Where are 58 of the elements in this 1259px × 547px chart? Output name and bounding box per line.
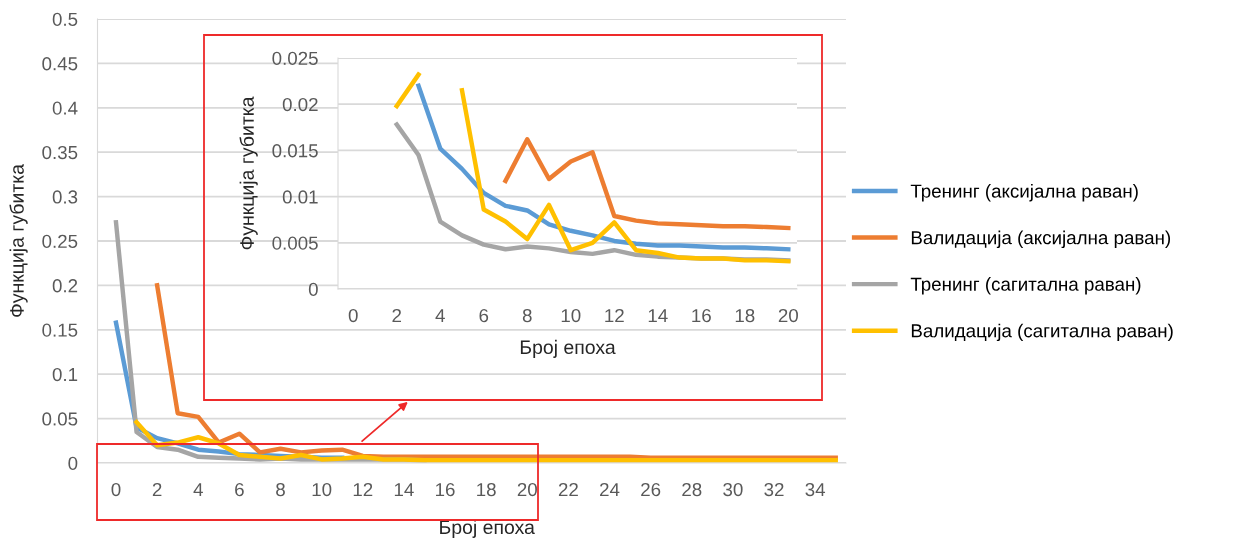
y-tick-label: 0.01 xyxy=(282,190,318,204)
x-tick-label: 0 xyxy=(348,308,358,323)
y-tick-label: 0.45 xyxy=(42,57,78,71)
x-tick-label: 16 xyxy=(436,482,455,497)
line-series xyxy=(134,419,838,463)
x-tick-label: 10 xyxy=(312,482,332,497)
x-tick-label: 18 xyxy=(735,308,755,323)
x-tick-label: 4 xyxy=(435,309,445,323)
y-tick-label: 0 xyxy=(68,456,78,470)
legend-label: Тренинг (сагитална раван) xyxy=(910,277,1141,295)
legend-label: Тренинг (аксијална раван) xyxy=(910,184,1138,202)
x-tick-label: 10 xyxy=(561,308,581,323)
x-axis-title: Број епоха xyxy=(440,519,535,538)
y-tick-label: 0.025 xyxy=(272,51,318,65)
x-tick-label: 14 xyxy=(648,309,668,323)
x-tick-label: 6 xyxy=(235,482,244,497)
x-tick-label: 8 xyxy=(522,308,532,323)
x-tick-label: 30 xyxy=(723,482,743,497)
x-tick-label: 18 xyxy=(477,482,496,497)
y-tick-label: 0.15 xyxy=(42,323,78,337)
y-tick-label: 0.005 xyxy=(272,236,318,250)
x-tick-label: 20 xyxy=(517,482,537,497)
x-tick-label: 16 xyxy=(692,308,711,323)
y-tick-label: 0.05 xyxy=(42,412,78,426)
x-tick-label: 32 xyxy=(764,482,784,497)
x-tick-label: 2 xyxy=(392,308,402,323)
x-tick-label: 6 xyxy=(479,308,489,323)
x-tick-label: 14 xyxy=(394,483,414,497)
y-tick-label: 0.015 xyxy=(272,144,318,158)
x-tick-label: 2 xyxy=(152,482,162,497)
y-axis-title: Функција губитка xyxy=(239,96,258,250)
y-tick-label: 0.02 xyxy=(282,97,318,112)
line-series xyxy=(416,83,791,252)
x-tick-label: 4 xyxy=(193,483,203,497)
x-tick-label: 24 xyxy=(600,482,620,497)
y-tick-label: 0.35 xyxy=(42,145,78,160)
y-tick-label: 0.5 xyxy=(52,12,78,26)
x-tick-label: 12 xyxy=(353,482,373,497)
line-series xyxy=(154,283,838,460)
legend-label: Валидација (аксијална раван) xyxy=(911,230,1171,249)
x-tick-label: 34 xyxy=(805,482,826,497)
legend-label: Валидација (сагитална раван) xyxy=(911,323,1173,342)
x-tick-label: 0 xyxy=(111,482,121,497)
x-tick-label: 20 xyxy=(778,308,798,323)
y-axis-title: Функција губитка xyxy=(9,164,28,317)
x-tick-label: 22 xyxy=(558,482,578,497)
y-tick-label: 0 xyxy=(308,282,318,296)
y-tick-label: 0.2 xyxy=(52,279,78,293)
x-tick-label: 28 xyxy=(682,482,702,497)
x-tick-label: 12 xyxy=(605,308,624,323)
x-tick-label: 8 xyxy=(276,482,285,497)
line-series xyxy=(503,137,791,231)
x-tick-label: 26 xyxy=(641,482,661,497)
y-tick-label: 0.3 xyxy=(52,190,78,204)
y-tick-label: 0.4 xyxy=(52,101,78,115)
y-tick-label: 0.25 xyxy=(42,234,78,248)
y-tick-label: 0.1 xyxy=(52,367,78,382)
x-axis-title: Број епоха xyxy=(520,339,616,358)
